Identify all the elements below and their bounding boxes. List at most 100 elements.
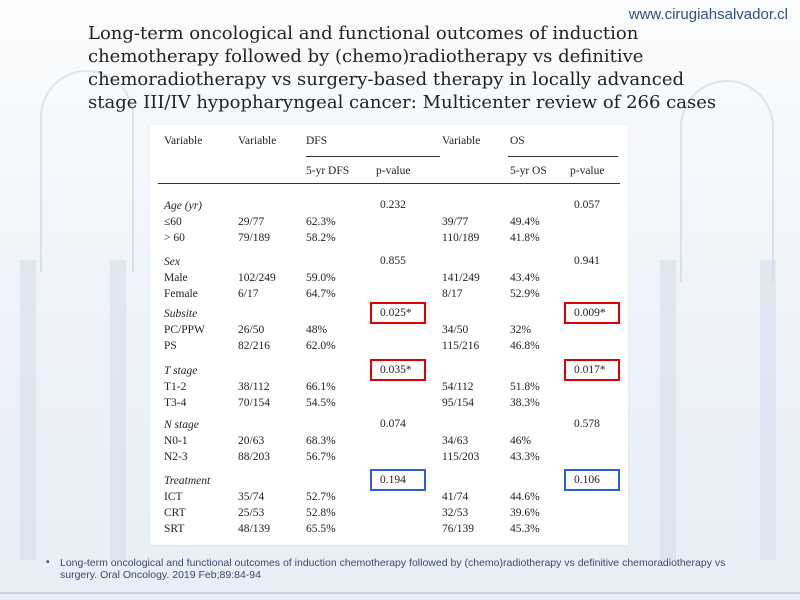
- row-5yr-os: 51.8%: [510, 381, 540, 393]
- row-5yr-os: 41.8%: [510, 232, 540, 244]
- row-name: > 60: [164, 232, 185, 244]
- row-name: SRT: [164, 523, 185, 535]
- row-n-dfs: 48/139: [238, 523, 270, 535]
- header-dfs-underline: [306, 156, 440, 157]
- row-5yr-dfs: 54.5%: [306, 397, 336, 409]
- group-label: Age (yr): [164, 200, 202, 212]
- watermark-arch: [40, 70, 134, 272]
- row-5yr-os: 43.3%: [510, 451, 540, 463]
- row-name: Female: [164, 288, 198, 300]
- header-os-pvalue: p-value: [570, 165, 605, 177]
- significance-highlight-box: [370, 302, 426, 324]
- os-pvalue: 0.578: [574, 418, 600, 430]
- header-dfs-pvalue: p-value: [376, 165, 411, 177]
- row-5yr-dfs: 68.3%: [306, 435, 336, 447]
- treatment-highlight-box: [370, 469, 426, 491]
- group-label: Treatment: [164, 475, 211, 487]
- os-pvalue: 0.057: [574, 199, 600, 211]
- row-5yr-dfs: 58.2%: [306, 232, 336, 244]
- row-5yr-os: 39.6%: [510, 507, 540, 519]
- row-n-dfs: 70/154: [238, 397, 270, 409]
- header-5yr-dfs: 5-yr DFS: [306, 165, 350, 177]
- row-name: CRT: [164, 507, 186, 519]
- row-n-os: 34/63: [442, 435, 469, 447]
- row-n-dfs: 25/53: [238, 507, 265, 519]
- row-n-os: 41/74: [442, 491, 469, 503]
- row-name: T1-2: [164, 381, 187, 393]
- significance-highlight-box: [564, 359, 620, 381]
- os-pvalue: 0.941: [574, 255, 600, 267]
- row-n-os: 8/17: [442, 288, 463, 300]
- row-5yr-os: 45.3%: [510, 523, 540, 535]
- row-5yr-dfs: 64.7%: [306, 288, 336, 300]
- os-pvalue: 0.106: [574, 474, 600, 486]
- row-5yr-os: 32%: [510, 324, 532, 336]
- significance-highlight-box: [564, 302, 620, 324]
- watermark-pillar: [660, 260, 676, 560]
- row-name: PS: [164, 340, 177, 352]
- dfs-pvalue: 0.232: [380, 199, 406, 211]
- row-n-dfs: 82/216: [238, 340, 270, 352]
- row-5yr-dfs: 48%: [306, 324, 328, 336]
- row-name: N2-3: [164, 451, 188, 463]
- row-5yr-os: 49.4%: [510, 216, 540, 228]
- row-n-dfs: 79/189: [238, 232, 270, 244]
- row-n-dfs: 6/17: [238, 288, 259, 300]
- row-n-os: 39/77: [442, 216, 469, 228]
- row-5yr-os: 44.6%: [510, 491, 540, 503]
- row-n-dfs: 102/249: [238, 272, 276, 284]
- header-variable-3: Variable: [442, 135, 481, 147]
- significance-highlight-box: [370, 359, 426, 381]
- row-name: N0-1: [164, 435, 188, 447]
- row-5yr-dfs: 62.3%: [306, 216, 336, 228]
- row-5yr-os: 52.9%: [510, 288, 540, 300]
- row-n-dfs: 26/50: [238, 324, 265, 336]
- group-label: Subsite: [164, 308, 198, 320]
- row-n-dfs: 38/112: [238, 381, 270, 393]
- reference-text: Long-term oncological and functional out…: [60, 557, 726, 581]
- treatment-highlight-box: [564, 469, 620, 491]
- row-n-os: 115/216: [442, 340, 480, 352]
- results-table: Variable Variable DFS Variable OS 5-yr D…: [150, 125, 628, 545]
- group-label: T stage: [164, 365, 198, 377]
- os-pvalue: 0.017*: [574, 364, 606, 376]
- group-label: Sex: [164, 256, 180, 268]
- row-5yr-dfs: 66.1%: [306, 381, 336, 393]
- row-name: Male: [164, 272, 188, 284]
- watermark-pillar: [760, 260, 776, 560]
- row-n-dfs: 29/77: [238, 216, 265, 228]
- row-name: T3-4: [164, 397, 187, 409]
- group-label: N stage: [164, 419, 199, 431]
- bottom-divider: [0, 592, 800, 594]
- row-5yr-dfs: 56.7%: [306, 451, 336, 463]
- reference-footnote: • Long-term oncological and functional o…: [46, 557, 760, 581]
- row-5yr-os: 43.4%: [510, 272, 540, 284]
- row-name: ICT: [164, 491, 183, 503]
- row-5yr-dfs: 52.7%: [306, 491, 336, 503]
- watermark-arch: [680, 80, 774, 282]
- row-name: PC/PPW: [164, 324, 205, 336]
- site-url[interactable]: www.cirugiahsalvador.cl: [628, 6, 788, 23]
- row-n-os: 76/139: [442, 523, 474, 535]
- row-n-os: 141/249: [442, 272, 480, 284]
- row-n-os: 54/112: [442, 381, 474, 393]
- row-5yr-dfs: 62.0%: [306, 340, 336, 352]
- row-n-dfs: 35/74: [238, 491, 265, 503]
- row-5yr-dfs: 65.5%: [306, 523, 336, 535]
- row-n-dfs: 88/203: [238, 451, 270, 463]
- os-pvalue: 0.009*: [574, 307, 606, 319]
- header-os-underline: [508, 156, 618, 157]
- watermark-pillar: [110, 260, 126, 560]
- row-n-os: 32/53: [442, 507, 469, 519]
- slide-title: Long-term oncological and functional out…: [88, 23, 717, 113]
- dfs-pvalue: 0.074: [380, 418, 406, 430]
- dfs-pvalue: 0.194: [380, 474, 406, 486]
- row-n-dfs: 20/63: [238, 435, 265, 447]
- header-os: OS: [510, 135, 525, 147]
- watermark-pillar: [20, 260, 36, 560]
- row-5yr-dfs: 52.8%: [306, 507, 336, 519]
- header-dfs: DFS: [306, 135, 328, 147]
- bullet-icon: •: [46, 557, 50, 568]
- dfs-pvalue: 0.855: [380, 255, 406, 267]
- row-5yr-os: 46%: [510, 435, 532, 447]
